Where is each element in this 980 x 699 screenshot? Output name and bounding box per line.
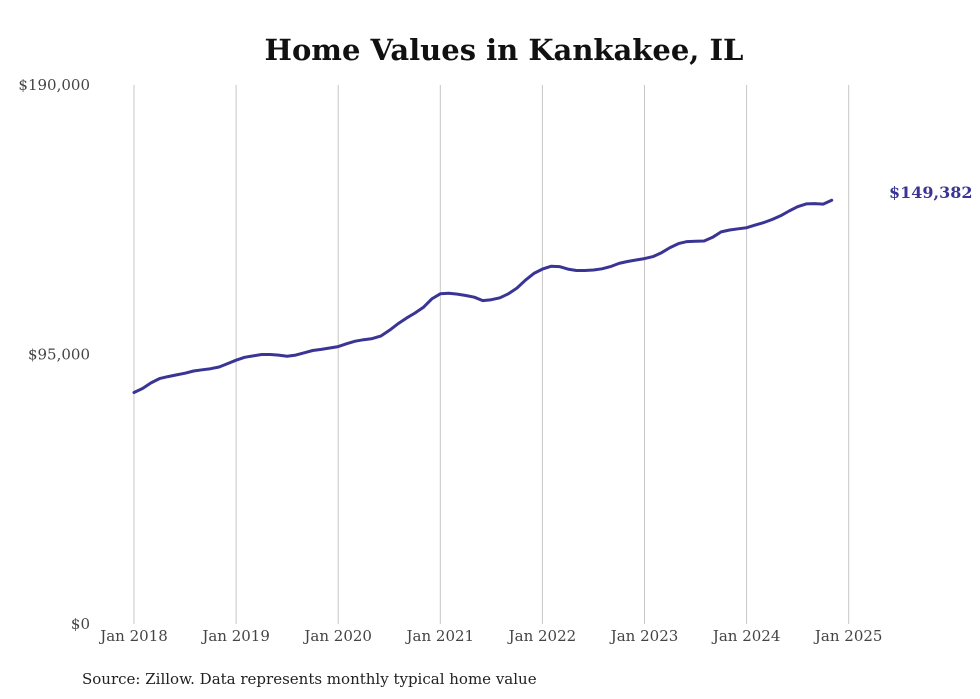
y-tick-label: $0 [71,615,90,633]
x-tick-label: Jan 2021 [405,627,475,645]
x-tick-label: Jan 2025 [813,627,883,645]
vertical-gridlines [133,85,850,624]
home-value-series-line [132,198,834,394]
y-tick-label: $190,000 [18,76,90,94]
source-note: Source: Zillow. Data represents monthly … [82,670,537,688]
end-value-label: $149,382 [889,183,973,202]
x-axis-tick-labels: Jan 2018 Jan 2019 Jan 2020 Jan 2021 Jan 2022… [98,627,882,645]
x-tick-label: Jan 2024 [711,627,781,645]
x-tick-label: Jan 2023 [609,627,679,645]
chart-title: Home Values in Kankakee, IL [265,33,744,67]
x-tick-label: Jan 2020 [302,627,372,645]
x-tick-label: Jan 2019 [200,627,270,645]
y-axis-tick-labels: $0 $95,000 $190,000 [18,76,90,633]
x-tick-label: Jan 2018 [98,627,168,645]
y-tick-label: $95,000 [28,346,90,364]
x-tick-label: Jan 2022 [507,627,577,645]
